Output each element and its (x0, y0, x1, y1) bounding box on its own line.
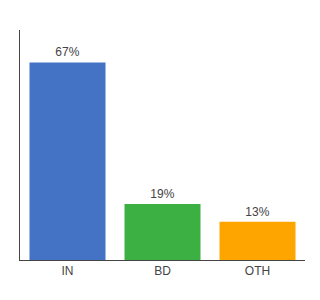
svg-text:13%: 13% (245, 205, 269, 219)
svg-text:19%: 19% (150, 187, 174, 201)
svg-text:BD: BD (154, 264, 171, 278)
svg-text:67%: 67% (55, 45, 79, 59)
svg-text:OTH: OTH (245, 264, 270, 278)
svg-text:IN: IN (62, 264, 74, 278)
